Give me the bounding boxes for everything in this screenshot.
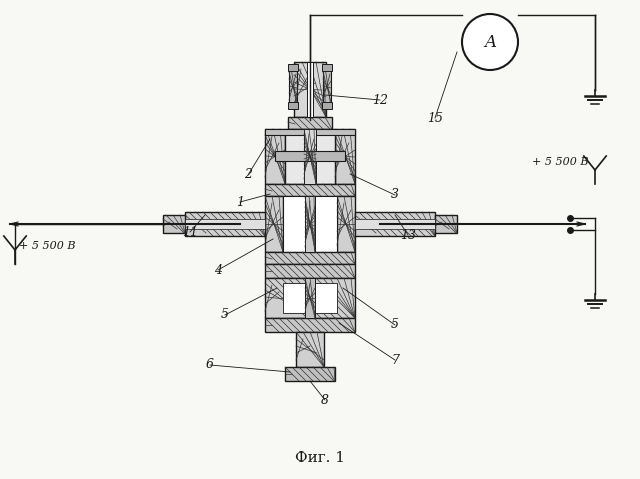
Bar — [265, 129, 285, 184]
Bar — [305, 278, 315, 318]
Bar — [355, 219, 435, 229]
Bar — [305, 196, 315, 252]
Bar — [288, 64, 298, 71]
Text: 8: 8 — [321, 394, 329, 407]
Text: + 5 500 В: + 5 500 В — [532, 157, 588, 167]
Bar — [265, 184, 355, 196]
Bar — [265, 196, 283, 252]
Bar — [435, 215, 457, 233]
Bar — [185, 219, 265, 229]
Text: 12: 12 — [372, 93, 388, 106]
Bar — [185, 212, 265, 236]
Bar — [322, 102, 332, 109]
Bar — [307, 62, 313, 117]
Bar — [288, 117, 332, 129]
Bar — [163, 215, 185, 233]
Text: 2: 2 — [244, 169, 252, 182]
Bar — [296, 332, 324, 367]
Bar — [355, 212, 435, 236]
Text: 3: 3 — [391, 189, 399, 202]
Bar — [304, 129, 316, 184]
Bar — [283, 196, 337, 252]
Bar — [335, 129, 355, 184]
Text: 13: 13 — [400, 228, 416, 241]
Bar — [337, 196, 355, 252]
Text: 1: 1 — [236, 195, 244, 208]
Bar — [294, 62, 326, 117]
Bar — [323, 67, 331, 107]
Bar — [265, 252, 355, 264]
Text: 11: 11 — [182, 226, 198, 239]
Circle shape — [462, 14, 518, 70]
Bar — [285, 367, 335, 381]
Bar — [289, 67, 297, 107]
Bar — [322, 64, 332, 71]
Text: 4: 4 — [214, 263, 222, 276]
Text: 5: 5 — [221, 308, 229, 321]
Text: 7: 7 — [391, 354, 399, 366]
Bar — [265, 264, 355, 278]
Text: Фиг. 1: Фиг. 1 — [295, 451, 345, 465]
Bar — [265, 129, 355, 135]
Text: 5: 5 — [391, 319, 399, 331]
Bar — [285, 129, 335, 184]
Bar — [283, 283, 337, 313]
Text: A: A — [484, 34, 496, 50]
Bar — [265, 318, 355, 332]
Text: 6: 6 — [206, 358, 214, 372]
Bar — [288, 102, 298, 109]
Text: 15: 15 — [427, 112, 443, 125]
Bar — [275, 151, 345, 161]
Bar — [265, 278, 355, 318]
Text: + 5 500 В: + 5 500 В — [19, 241, 76, 251]
